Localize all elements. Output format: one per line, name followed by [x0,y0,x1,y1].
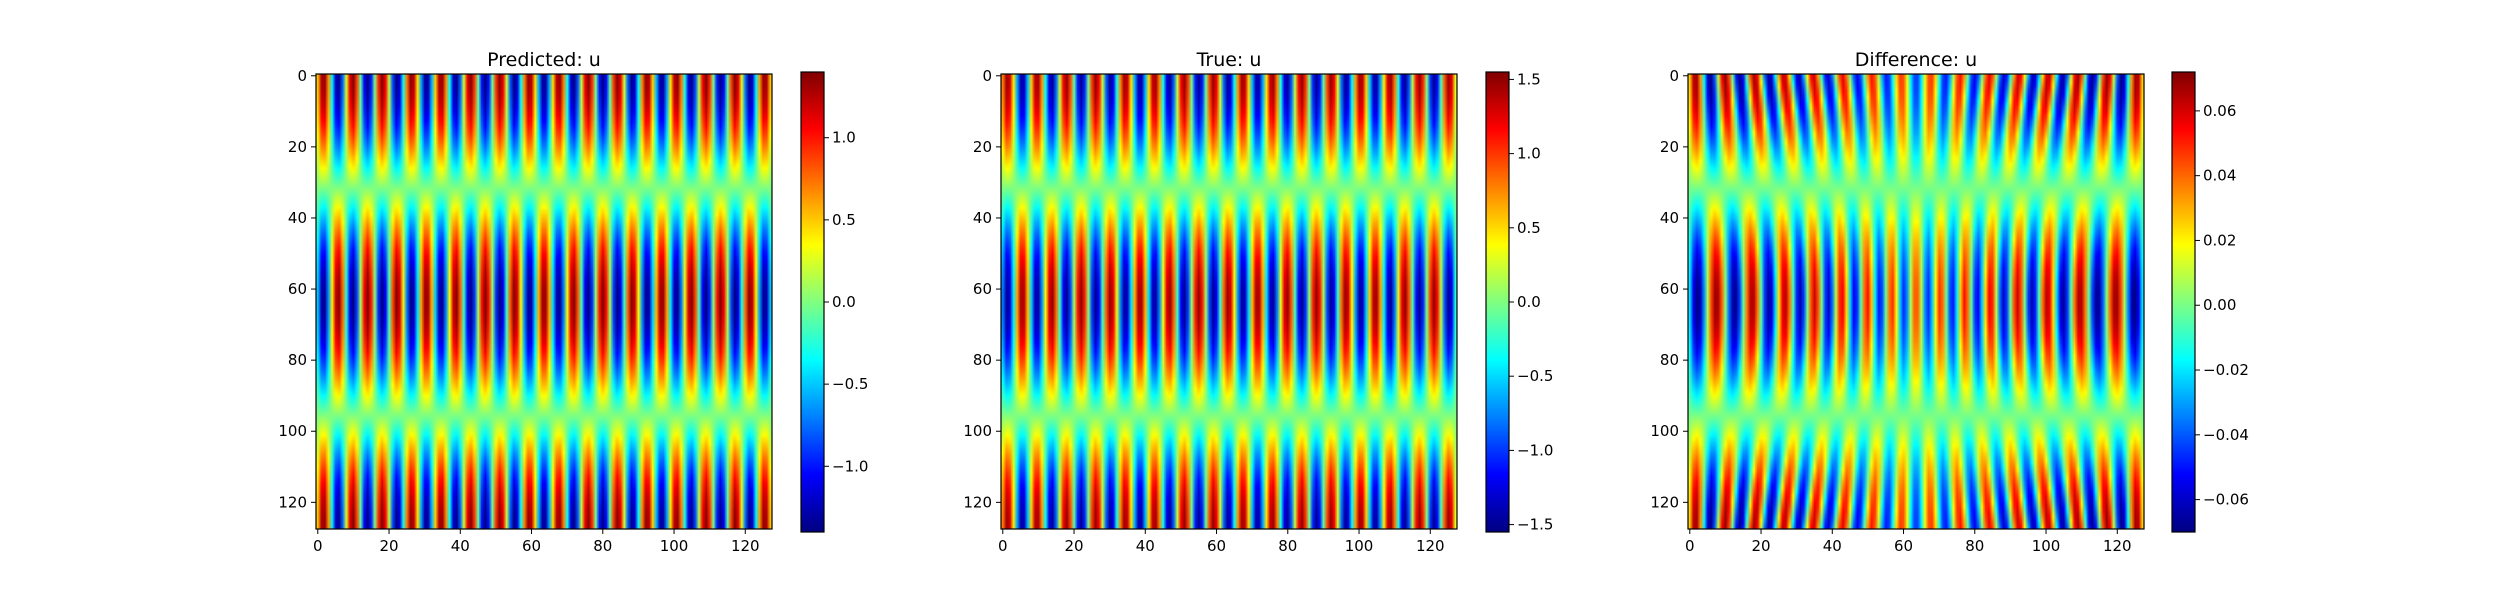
y-tick-label: 0 [297,67,307,85]
colorbar-tick-label: −0.06 [2203,491,2249,509]
colorbar-tick-label: −0.04 [2203,426,2249,444]
x-tick-label: 100 [660,537,689,555]
panel-difference: Difference: u 0 20 40 60 80 100 120 0 20 40 60 80 100… [1650,49,2249,555]
colorbar-gradient [2172,72,2195,532]
panel-title: True: u [1196,49,1262,71]
y-tick-label: 80 [1660,351,1679,369]
x-tick-label: 80 [1278,537,1297,555]
panel-title: Difference: u [1855,49,1977,71]
colorbar-tick-label: −0.5 [832,375,868,393]
panel-predicted: Predicted: u 0 20 40 60 80 100 120 0 20 40 60 80 100 1… [278,49,868,555]
colorbar-tick-label: 0.5 [832,211,856,229]
colorbar-tick-label: 0.0 [832,293,856,311]
colorbar-frame [2171,71,2196,533]
colorbar-tick-label: 0.00 [2203,296,2236,314]
y-tick-label: 100 [1650,422,1679,440]
x-tick-label: 40 [1136,537,1155,555]
x-tick-label: 0 [1685,537,1695,555]
y-tick-label: 40 [973,209,992,227]
colorbar-gradient [801,72,824,532]
y-tick-label: 100 [278,422,307,440]
y-tick-label: 100 [963,422,992,440]
y-tick-label: 20 [973,138,992,156]
colorbar-tick-label: 0.06 [2203,102,2236,120]
colorbar-tick-label: 1.5 [1517,70,1541,88]
x-tick-label: 100 [2032,537,2061,555]
x-tick-label: 120 [2103,537,2132,555]
y-tick-label: 20 [1660,138,1679,156]
x-tick-label: 120 [731,537,760,555]
x-tick-label: 120 [1416,537,1445,555]
x-tick-label: 40 [1823,537,1842,555]
x-tick-label: 60 [522,537,541,555]
colorbar-tick-label: −0.5 [1517,367,1553,385]
y-tick-label: 120 [1650,493,1679,511]
x-tick-label: 100 [1345,537,1374,555]
y-tick-label: 20 [288,138,307,156]
y-tick-label: 40 [288,209,307,227]
y-tick-label: 80 [288,351,307,369]
colorbar-tick-label: −1.5 [1517,516,1553,534]
colorbar-tick-label: 0.02 [2203,231,2236,249]
y-tick-label: 40 [1660,209,1679,227]
colorbar-tick-label: −1.0 [1517,441,1553,459]
heatmap-frame [315,73,773,530]
colorbar-tick-label: −0.02 [2203,361,2249,379]
y-tick-label: 0 [982,67,992,85]
panel-title: Predicted: u [487,49,601,71]
colorbar-tick-label: 0.04 [2203,167,2236,185]
panels: Predicted: u 0 20 40 60 80 100 120 0 20 40 60 80 100 1… [278,49,2249,555]
colorbar-tick-label: 1.0 [1517,145,1541,163]
heatmap-image [316,74,772,529]
colorbar-tick-label: 0.0 [1517,293,1541,311]
y-tick-label: 80 [973,351,992,369]
y-tick-label: 60 [1660,280,1679,298]
panel-true: True: u 0 20 40 60 80 100 120 0 20 40 60 80 100 120 1.5… [963,49,1553,555]
x-tick-label: 80 [593,537,612,555]
x-tick-label: 80 [1965,537,1984,555]
y-tick-label: 60 [973,280,992,298]
x-tick-label: 20 [1064,537,1083,555]
y-tick-label: 60 [288,280,307,298]
x-tick-label: 60 [1894,537,1913,555]
colorbar-tick-label: −1.0 [832,457,868,475]
x-tick-label: 0 [998,537,1008,555]
x-tick-label: 40 [451,537,470,555]
heatmap-frame [1687,73,2145,530]
heatmap-image [1001,74,1457,529]
y-tick-label: 0 [1669,67,1679,85]
colorbar-tick-label: 0.5 [1517,219,1541,237]
heatmap-frame [1000,73,1458,530]
x-tick-label: 20 [379,537,398,555]
x-tick-label: 20 [1751,537,1770,555]
colorbar-gradient [1486,72,1509,532]
y-tick-label: 120 [963,493,992,511]
y-tick-label: 120 [278,493,307,511]
x-tick-label: 0 [313,537,323,555]
x-tick-label: 60 [1207,537,1226,555]
colorbar-tick-label: 1.0 [832,129,856,147]
heatmap-image [1688,74,2144,529]
